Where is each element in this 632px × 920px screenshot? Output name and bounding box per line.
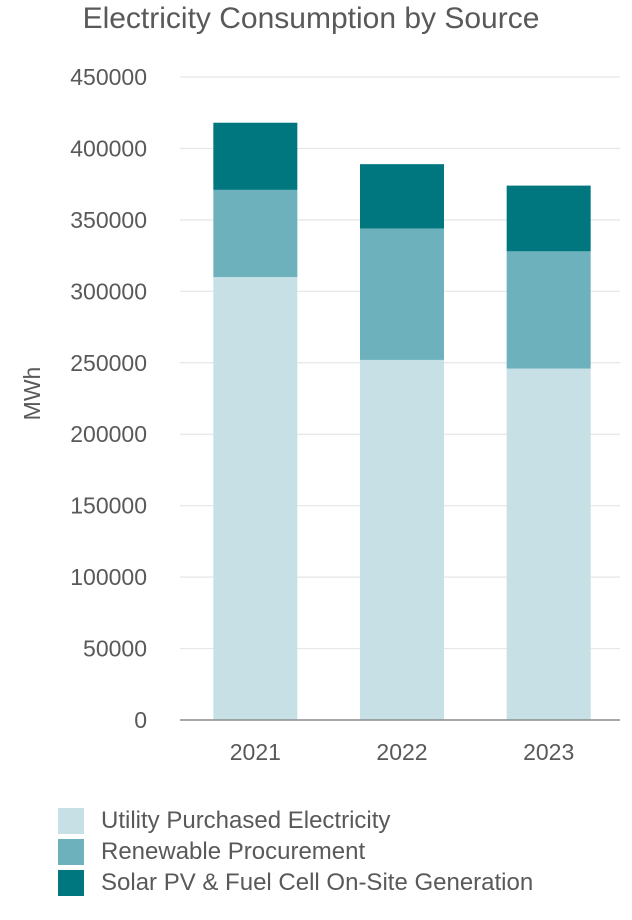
legend-label-utility: Utility Purchased Electricity xyxy=(101,806,391,834)
legend-label-renewable: Renewable Procurement xyxy=(101,837,366,865)
bar-utility-2023 xyxy=(506,368,591,720)
y-tick-label: 450000 xyxy=(70,64,147,90)
bar-utility-2022 xyxy=(360,359,444,720)
bar-utility-2021 xyxy=(213,277,298,720)
chart-title: Electricity Consumption by Source xyxy=(82,2,540,35)
bar-onsite-2022 xyxy=(360,164,444,229)
y-tick-label: 250000 xyxy=(70,350,147,376)
x-axis-ticks: 2021 2022 2023 xyxy=(230,739,575,765)
chart-plot: 0 50000 100000 150000 200000 250000 300000 3500… xyxy=(19,64,620,765)
bar-renewable-2023 xyxy=(506,251,591,369)
y-tick-label: 300000 xyxy=(70,278,147,304)
legend-item-renewable: Renewable Procurement xyxy=(58,836,533,867)
bar-onsite-2023 xyxy=(506,185,591,252)
legend: Utility Purchased Electricity Renewable … xyxy=(58,805,533,898)
y-tick-label: 100000 xyxy=(70,564,147,590)
x-tick-label: 2022 xyxy=(376,739,427,765)
x-tick-label: 2021 xyxy=(230,739,281,765)
legend-swatch-renewable xyxy=(58,838,84,865)
y-tick-label: 400000 xyxy=(70,135,147,161)
legend-item-utility: Utility Purchased Electricity xyxy=(58,805,533,836)
y-tick-label: 50000 xyxy=(83,636,147,662)
bar-renewable-2021 xyxy=(213,189,298,278)
y-axis-ticks: 0 50000 100000 150000 200000 250000 300000 3500… xyxy=(70,64,147,733)
legend-item-onsite: Solar PV & Fuel Cell On-Site Generation xyxy=(58,867,533,898)
y-tick-label: 150000 xyxy=(70,493,147,519)
y-tick-label: 350000 xyxy=(70,207,147,233)
y-tick-label: 200000 xyxy=(70,421,147,447)
bar-onsite-2021 xyxy=(213,122,298,190)
legend-swatch-utility xyxy=(58,807,84,834)
bar-renewable-2022 xyxy=(360,228,444,360)
y-axis-label: MWh xyxy=(19,367,45,421)
y-tick-label: 0 xyxy=(134,707,147,733)
legend-label-onsite: Solar PV & Fuel Cell On-Site Generation xyxy=(101,868,534,896)
bars xyxy=(213,122,591,720)
legend-swatch-onsite xyxy=(58,869,84,896)
x-tick-label: 2023 xyxy=(523,739,574,765)
